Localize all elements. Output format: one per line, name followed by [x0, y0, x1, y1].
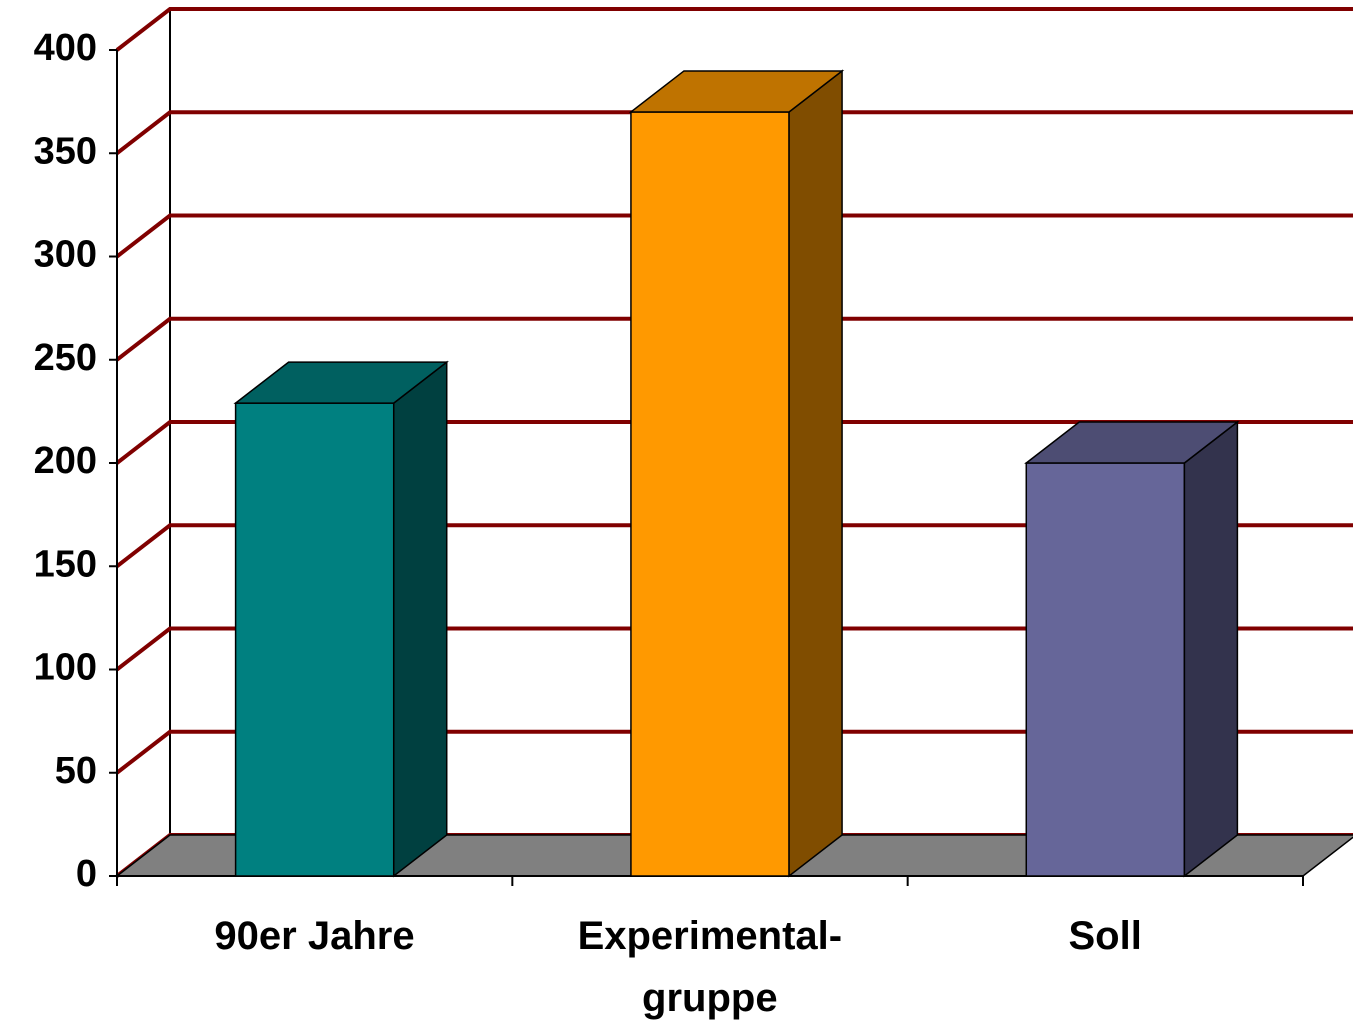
bar-top — [1024, 421, 1240, 464]
grid-line — [115, 626, 1353, 672]
x-tick-label: 90er Jahre — [214, 914, 415, 958]
grid-line — [115, 729, 1353, 775]
bar-top — [233, 361, 449, 404]
grid-line — [115, 213, 1353, 259]
bar — [1024, 420, 1240, 878]
y-tick-label: 50 — [55, 750, 97, 792]
bar-side — [1183, 420, 1239, 878]
x-tick-label: Experimental- gruppe — [577, 914, 843, 1020]
grid-line — [115, 316, 1353, 362]
y-tick-label: 400 — [34, 27, 97, 69]
grid-line — [115, 420, 1353, 465]
bar-front — [630, 111, 790, 877]
y-tick-label: 350 — [34, 130, 97, 172]
grid-line — [115, 110, 1353, 155]
bar-front — [1025, 462, 1186, 877]
y-tick-label: 250 — [34, 337, 97, 379]
y-tick-label: 200 — [34, 440, 97, 482]
bar-top — [628, 70, 845, 113]
bar-side — [788, 69, 843, 878]
grid-line — [115, 7, 1353, 52]
x-tick-label: Soll — [1068, 914, 1142, 958]
y-tick-label: 300 — [34, 234, 97, 276]
y-tick-label: 150 — [34, 543, 97, 585]
bar-front — [234, 402, 395, 877]
y-tick-label: 0 — [76, 853, 97, 895]
bar — [233, 360, 449, 878]
bar-side — [392, 360, 448, 878]
bar — [628, 69, 845, 878]
y-tick-label: 100 — [34, 647, 97, 689]
grid-line — [115, 523, 1353, 568]
